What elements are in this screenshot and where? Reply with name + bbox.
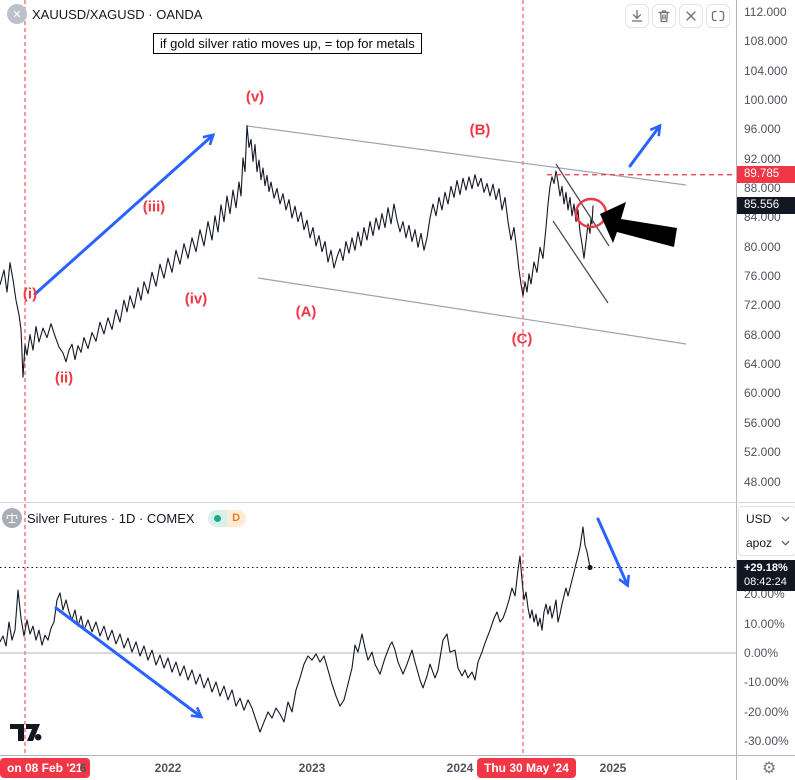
price-tick-label: 76.000 <box>744 269 781 283</box>
chevron-down-icon <box>781 516 790 522</box>
time-tick-label: 6 <box>79 761 87 775</box>
steep-trendline <box>552 220 609 304</box>
pane2-title[interactable]: Silver Futures · 1D · COMEX <box>27 510 195 526</box>
chart-note-text: if gold silver ratio moves up, = top for… <box>153 33 422 54</box>
blue-trend-arrow <box>628 127 659 168</box>
price-tick-label: 0.00% <box>744 646 779 660</box>
chevron-down-icon <box>781 540 790 546</box>
market-status-dot-icon <box>213 514 221 522</box>
elliott-wave-label: (ii) <box>54 369 74 387</box>
price-tick-label: 60.000 <box>744 386 781 401</box>
steep-trendline <box>555 163 610 247</box>
time-marker-badge-feb21: on 08 Feb '21 <box>0 758 90 778</box>
price-tick-label: 68.000 <box>744 327 781 342</box>
interval-pill[interactable]: D <box>207 509 246 527</box>
price-tick-label: -20.00% <box>744 704 789 719</box>
maximize-pane-button[interactable] <box>706 4 730 28</box>
price-axis-border <box>736 0 737 780</box>
elliott-wave-label: (iv) <box>184 290 208 308</box>
price-tick-label: 72.000 <box>744 298 781 313</box>
price-tick-label: -10.00% <box>744 675 789 690</box>
price-tick-label: 64.000 <box>744 357 781 371</box>
trash-icon <box>658 10 670 23</box>
last-price-badge[interactable]: 85.556 <box>737 197 795 215</box>
currency-dropdown[interactable]: USD <box>739 507 795 531</box>
elliott-wave-label: (v) <box>245 88 265 106</box>
countdown-timer: 08:42:24 <box>744 576 787 588</box>
price-tick-label: 108.000 <box>744 34 788 49</box>
price-tick-label: 52.000 <box>744 445 781 460</box>
elliott-wave-label: (iii) <box>142 198 166 216</box>
alert-price-badge[interactable]: 89.785 <box>737 166 795 184</box>
price-tick-label: 96.000 <box>744 122 781 137</box>
pane2-header: Silver Futures · 1D · COMEX D <box>2 508 246 528</box>
status-dot-segment <box>207 509 227 527</box>
tradingview-logo[interactable] <box>8 721 44 745</box>
symbol-title[interactable]: XAUUSD/XAGUSD · OANDA <box>32 6 203 22</box>
close-pane-button[interactable] <box>679 4 703 28</box>
close-icon <box>686 11 696 21</box>
currency-value: USD <box>746 512 772 526</box>
elliott-wave-label: (i) <box>22 285 38 303</box>
price-tick-label: -30.00% <box>744 733 789 748</box>
price-tick-label: 10.00% <box>744 616 785 631</box>
unit-value: apoz <box>746 536 773 550</box>
elliott-wave-label: (B) <box>469 121 491 139</box>
price-tick-label: 56.000 <box>744 415 781 430</box>
channel-trendline <box>246 125 687 186</box>
price-tick-label: 104.000 <box>744 63 788 78</box>
download-icon <box>631 9 643 22</box>
time-tick-label: 2022 <box>154 761 182 775</box>
silver-futures-pct-series-line <box>0 526 591 733</box>
price-tick-label: 92.000 <box>744 151 781 166</box>
silver-futures-logo-icon <box>2 508 22 528</box>
timezone-settings-button[interactable]: ⚙ <box>762 758 777 777</box>
elliott-wave-label: (A) <box>295 303 317 321</box>
time-axis-border <box>0 755 795 756</box>
scales-icon <box>6 512 18 524</box>
black-pointer-arrow <box>600 202 677 247</box>
maximize-icon <box>711 10 725 22</box>
pane-divider[interactable] <box>0 502 795 503</box>
price-tick-label: 80.000 <box>744 239 781 254</box>
time-tick-label: 2024 <box>446 761 474 775</box>
channel-trendline <box>257 277 687 345</box>
pane-toolbar <box>625 4 730 28</box>
xauusd-xagusd-ratio-series-line <box>0 124 594 378</box>
pct-change-value: +29.18% <box>744 562 788 574</box>
scale-settings-box: USD apoz <box>738 506 795 556</box>
blue-trend-arrow <box>33 136 212 296</box>
series-end-dot <box>587 564 593 571</box>
elliott-wave-label: (C) <box>511 330 533 348</box>
symbol-logo-icon: ✕ <box>7 4 27 24</box>
time-tick-label: 2023 <box>298 761 326 775</box>
interval-letter: D <box>226 509 246 527</box>
pct-change-badge[interactable]: +29.18% 08:42:24 <box>737 560 795 591</box>
delete-pane-button[interactable] <box>652 4 676 28</box>
blue-trend-arrow <box>54 606 200 716</box>
price-tick-label: 112.000 <box>744 4 787 19</box>
price-tick-label: 88.000 <box>744 180 781 195</box>
time-marker-badge-may24: Thu 30 May '24 <box>477 758 576 778</box>
price-tick-label: 48.000 <box>744 474 781 489</box>
download-button[interactable] <box>625 4 649 28</box>
blue-trend-arrow <box>596 517 627 584</box>
price-tick-label: 100.000 <box>744 92 788 107</box>
time-tick-label: 2025 <box>599 761 627 775</box>
unit-dropdown[interactable]: apoz <box>739 531 795 555</box>
symbol-header: ✕ XAUUSD/XAGUSD · OANDA <box>7 4 202 24</box>
